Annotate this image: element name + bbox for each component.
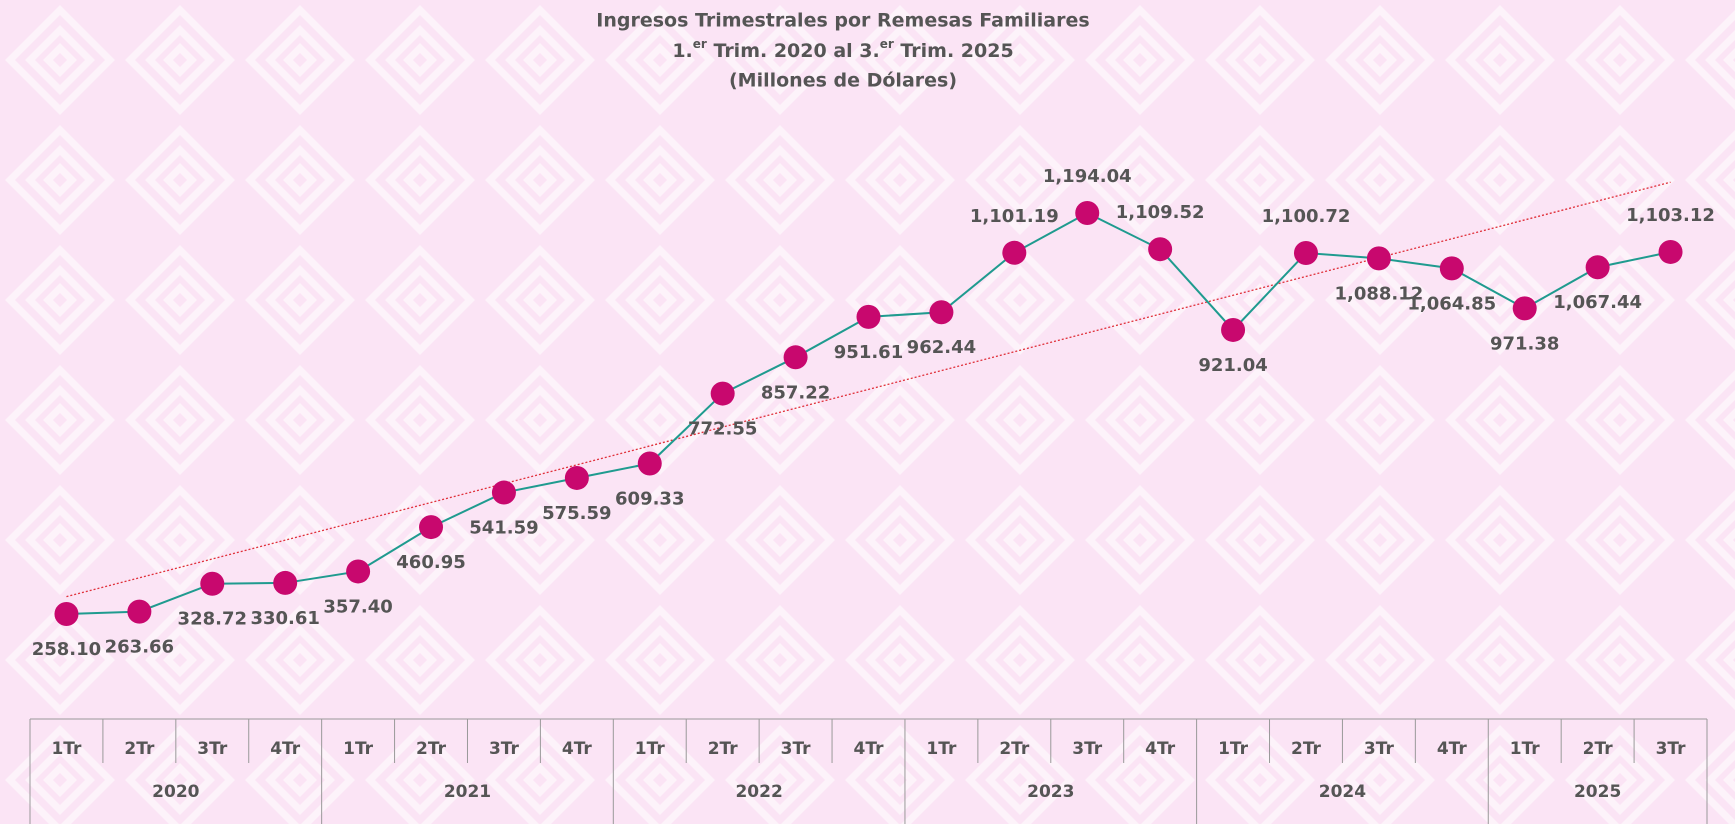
data-point [492, 481, 516, 505]
x-tick-label: 4Tr [854, 739, 885, 759]
subtitle-part: 1. [672, 40, 692, 62]
data-point [1221, 318, 1245, 342]
data-label: 971.38 [1490, 333, 1559, 354]
x-tick-label: 1Tr [1218, 739, 1249, 759]
data-label: 1,194.04 [1043, 166, 1132, 187]
x-tick-label: 1Tr [926, 739, 957, 759]
data-point [1294, 241, 1318, 265]
data-label: 460.95 [396, 552, 465, 573]
x-group-label: 2023 [1027, 782, 1074, 802]
data-label: 962.44 [907, 337, 976, 358]
data-label: 1,101.19 [970, 206, 1059, 227]
data-label: 541.59 [469, 518, 538, 539]
superscript: er [693, 37, 707, 51]
chart-title: Ingresos Trimestrales por Remesas Famili… [596, 10, 1089, 32]
x-tick-label: 3Tr [1072, 739, 1103, 759]
data-label: 357.40 [323, 596, 392, 617]
page: {"chart_data": { "type": "line", "title"… [0, 0, 1735, 824]
data-label: 951.61 [834, 342, 903, 363]
data-point [273, 571, 297, 595]
data-label: 1,067.44 [1553, 292, 1642, 313]
data-label: 330.61 [250, 608, 319, 629]
x-tick-label: 2Tr [1583, 739, 1614, 759]
data-point [784, 345, 808, 369]
x-group-label: 2022 [735, 782, 782, 802]
data-point [857, 305, 881, 329]
data-point [1440, 256, 1464, 280]
chart: Ingresos Trimestrales por Remesas Famili… [0, 0, 1735, 824]
data-point [711, 382, 735, 406]
data-point [1367, 246, 1391, 270]
subtitle-part: Trim. 2020 al 3. [707, 40, 880, 62]
data-point [1513, 296, 1537, 320]
data-point [127, 600, 151, 624]
data-point [1148, 237, 1172, 261]
data-label: 609.33 [615, 489, 684, 510]
data-label: 1,109.52 [1116, 202, 1205, 223]
x-tick-label: 4Tr [1437, 739, 1468, 759]
data-point [346, 559, 370, 583]
x-tick-label: 3Tr [1364, 739, 1395, 759]
data-label: 1,103.12 [1626, 205, 1715, 226]
x-tick-label: 1Tr [343, 739, 374, 759]
x-group-label: 2020 [152, 782, 199, 802]
data-label: 328.72 [178, 609, 247, 630]
data-point [54, 602, 78, 626]
x-tick-label: 2Tr [124, 739, 155, 759]
x-tick-label: 4Tr [270, 739, 301, 759]
superscript: er [880, 37, 894, 51]
data-point [200, 572, 224, 596]
x-tick-label: 4Tr [562, 739, 593, 759]
x-tick-label: 2Tr [1291, 739, 1322, 759]
x-tick-label: 3Tr [489, 739, 520, 759]
x-tick-label: 2Tr [708, 739, 739, 759]
subtitle-part: Trim. 2025 [894, 40, 1014, 62]
units-note: (Millones de Dólares) [729, 70, 957, 92]
data-point [929, 300, 953, 324]
data-label: 258.10 [32, 639, 101, 660]
x-tick-label: 2Tr [999, 739, 1030, 759]
background-pattern [0, 0, 1735, 824]
x-group-label: 2021 [444, 782, 491, 802]
x-tick-label: 4Tr [1145, 739, 1176, 759]
x-tick-label: 1Tr [1510, 739, 1541, 759]
data-label: 772.55 [688, 419, 757, 440]
data-point [565, 466, 589, 490]
data-label: 1,064.85 [1407, 293, 1496, 314]
x-tick-label: 2Tr [416, 739, 447, 759]
data-label: 857.22 [761, 382, 830, 403]
data-point [1002, 241, 1026, 265]
x-tick-label: 1Tr [635, 739, 666, 759]
x-tick-label: 3Tr [197, 739, 228, 759]
data-label: 575.59 [542, 503, 611, 524]
data-point [1586, 255, 1610, 279]
data-label: 1,100.72 [1262, 206, 1351, 227]
x-tick-label: 3Tr [1656, 739, 1687, 759]
x-group-label: 2024 [1319, 782, 1366, 802]
x-group-label: 2025 [1574, 782, 1621, 802]
x-tick-label: 3Tr [781, 739, 812, 759]
x-tick-label: 1Tr [51, 739, 82, 759]
chart-subtitle: 1.er Trim. 2020 al 3.er Trim. 2025 [672, 37, 1013, 62]
data-label: 921.04 [1198, 355, 1267, 376]
data-point [1659, 240, 1683, 264]
data-point [1075, 201, 1099, 225]
data-label: 263.66 [105, 637, 174, 658]
data-point [638, 452, 662, 476]
data-point [419, 515, 443, 539]
